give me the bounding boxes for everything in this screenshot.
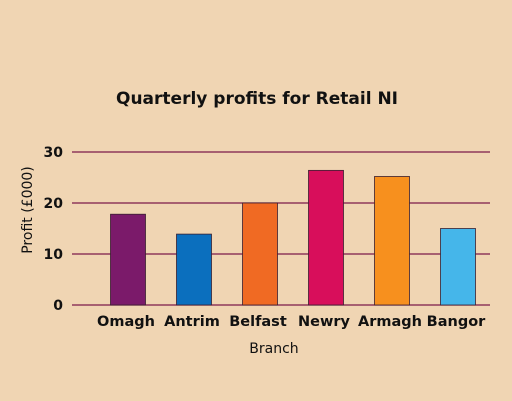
x-tick-label-armagh: Armagh (358, 314, 422, 330)
bar-omagh (110, 213, 146, 306)
bar-antrim (176, 233, 212, 306)
y-tick-labels: 0 10 20 30 (44, 145, 64, 314)
x-tick-label-omagh: Omagh (97, 314, 155, 330)
bars (110, 169, 476, 306)
chart-title: Quarterly profits for Retail NI (116, 89, 398, 109)
x-tick-label-bangor: Bangor (427, 314, 487, 330)
y-axis-label: Profit (£000) (20, 166, 36, 254)
x-tick-label-newry: Newry (298, 314, 351, 330)
bar-bangor (440, 228, 476, 306)
x-tick-labels: Omagh Antrim Belfast Newry Armagh Bangor (97, 314, 486, 330)
y-tick-label: 30 (44, 145, 64, 161)
x-axis-label: Branch (249, 341, 298, 357)
bar-newry (308, 169, 344, 306)
y-tick-label: 20 (44, 196, 64, 212)
x-tick-label-belfast: Belfast (229, 314, 287, 330)
bar-armagh (374, 176, 410, 306)
bar-belfast (242, 202, 278, 306)
y-tick-label: 10 (44, 247, 64, 263)
x-tick-label-antrim: Antrim (164, 314, 220, 330)
y-tick-label: 0 (53, 298, 63, 314)
